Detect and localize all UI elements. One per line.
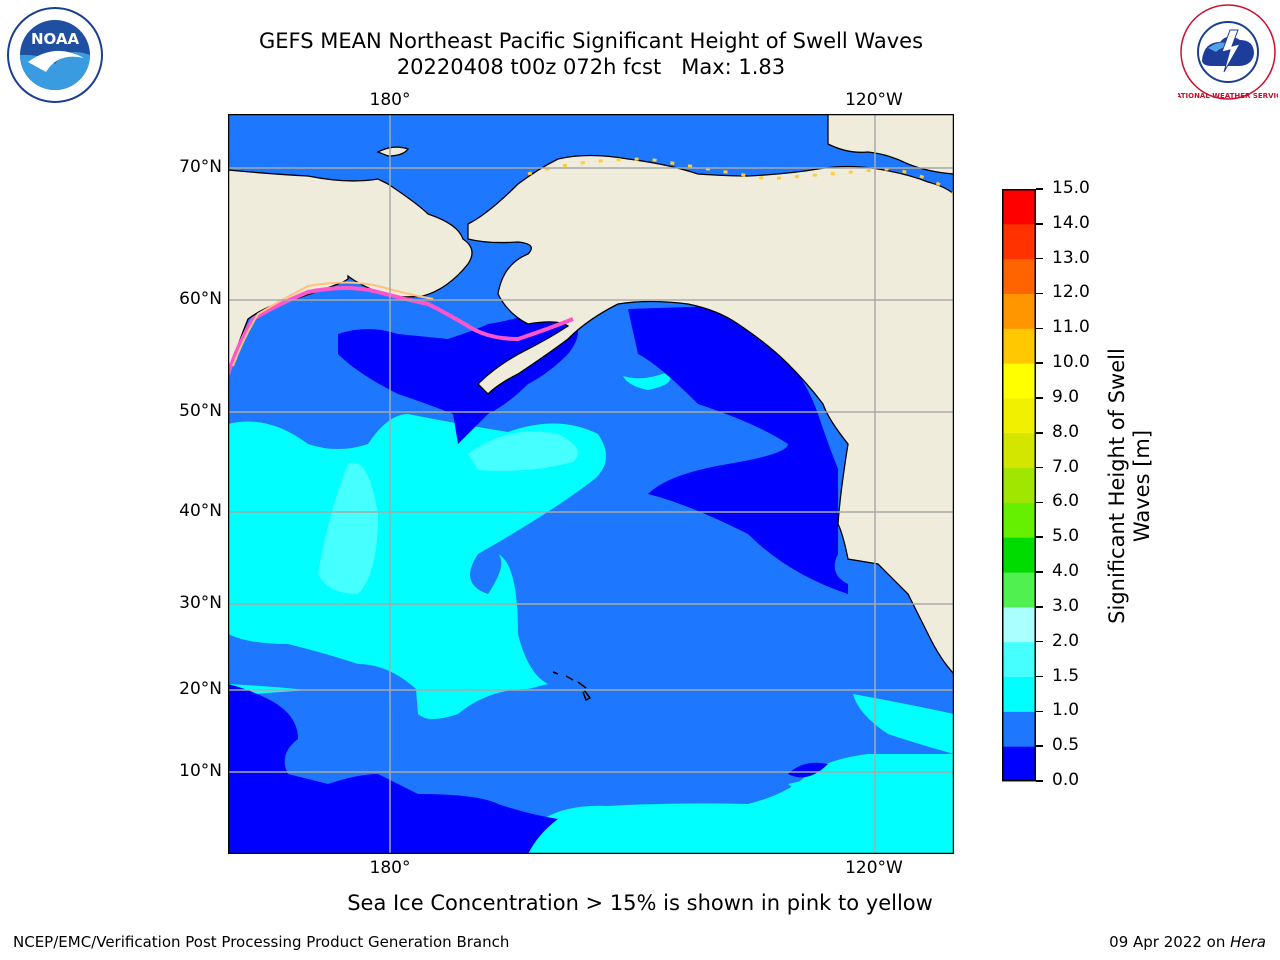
colorbar-tick-mark	[1036, 223, 1043, 225]
colorbar-tick-label: 9.0	[1052, 386, 1080, 407]
lat-label-40n: 40°N	[179, 501, 222, 521]
colorbar-tick-mark	[1036, 466, 1043, 469]
lon-label-bottom-180: 180°	[369, 858, 411, 878]
land-arctic-island	[376, 146, 410, 157]
colorbar-label-line2: Waves [m]	[1130, 429, 1154, 543]
sea-ice-edge	[228, 286, 574, 375]
colorbar-segment	[1002, 746, 1036, 782]
colorbar-tick-mark	[1036, 362, 1043, 364]
colorbar-label-line1: Significant Height of Swell	[1105, 348, 1129, 624]
colorbar-tick-label: 4.0	[1052, 561, 1080, 582]
colorbar-segment	[1002, 606, 1036, 643]
island-hawaii	[552, 671, 592, 702]
sea-ice-edge-outer	[232, 281, 434, 367]
swell-region-1.0-1.5	[853, 694, 954, 754]
colorbar-segment	[1002, 467, 1036, 503]
nws-logo: NATIONAL WEATHER SERVICE	[1178, 4, 1278, 100]
lat-label-50n: 50°N	[179, 401, 222, 421]
colorbar-segment	[1002, 502, 1036, 538]
colorbar-tick-label: 0.0	[1052, 770, 1080, 790]
colorbar-tick-mark	[1036, 536, 1043, 538]
colorbar-tick-label: 3.0	[1052, 595, 1080, 616]
colorbar-tick-mark	[1036, 188, 1043, 190]
colorbar-tick-label: 11.0	[1052, 317, 1090, 338]
colorbar-tick-label: 8.0	[1052, 421, 1080, 442]
colorbar-tick-mark	[1036, 710, 1043, 713]
colorbar-tick-mark	[1036, 397, 1043, 399]
colorbar-label: Significant Height of Swell Waves [m]	[1105, 286, 1155, 686]
swell-region-0.0-0.5	[788, 762, 828, 778]
colorbar-tick-mark	[1036, 745, 1043, 747]
colorbar-tick-label: 1.5	[1052, 665, 1080, 686]
colorbar-tick-label: 1.0	[1052, 700, 1080, 721]
footer-date: 09 Apr 2022 on	[1109, 933, 1231, 951]
colorbar-tick-label: 2.0	[1052, 630, 1080, 651]
swell-region-1.5-2.0	[468, 431, 578, 471]
colorbar-tick-mark	[1036, 501, 1043, 504]
lat-label-60n: 60°N	[179, 289, 222, 309]
nws-logo-text: NATIONAL WEATHER SERVICE	[1178, 92, 1278, 100]
colorbar-tick-mark	[1036, 606, 1043, 608]
footer-left: NCEP/EMC/Verification Post Processing Pr…	[13, 933, 510, 951]
chart-title: GEFS MEAN Northeast Pacific Significant …	[258, 29, 924, 53]
colorbar-segment	[1002, 223, 1036, 260]
colorbar-segment	[1002, 363, 1036, 399]
colorbar-segment	[1002, 572, 1036, 608]
chart-subtitle: 20220408 t00z 072h fcst Max: 1.83	[396, 55, 786, 79]
colorbar-tick-mark	[1036, 675, 1043, 678]
colorbar-tick-label: 15.0	[1052, 178, 1090, 198]
noaa-logo-text: NOAA	[31, 30, 80, 48]
colorbar-segment	[1002, 432, 1036, 469]
colorbar-segment	[1002, 397, 1036, 434]
colorbar	[1002, 189, 1036, 782]
noaa-logo: NOAA	[7, 7, 103, 103]
colorbar-tick-mark	[1036, 780, 1043, 782]
swell-region-1.5-2.0	[318, 462, 378, 594]
lon-label-top-180: 180°	[369, 90, 411, 110]
colorbar-segment	[1002, 258, 1036, 294]
lat-label-10n: 10°N	[179, 761, 222, 781]
colorbar-tick-mark	[1036, 432, 1043, 434]
sea-ice-note: Sea Ice Concentration > 15% is shown in …	[347, 891, 933, 915]
colorbar-segment	[1002, 641, 1036, 678]
colorbar-tick-label: 10.0	[1052, 352, 1090, 373]
colorbar-tick-mark	[1036, 292, 1043, 295]
lat-label-20n: 20°N	[179, 679, 222, 699]
lon-label-top-120w: 120°W	[845, 90, 903, 110]
colorbar-tick-label: 14.0	[1052, 212, 1090, 233]
colorbar-tick-mark	[1036, 257, 1043, 260]
colorbar-segment	[1002, 328, 1036, 364]
sea-ice-arctic-coast	[527, 157, 954, 196]
swell-region-0.0-0.5	[628, 306, 848, 594]
lat-label-70n: 70°N	[179, 157, 222, 177]
colorbar-tick-mark	[1036, 571, 1043, 573]
colorbar-segment	[1002, 189, 1036, 225]
land-alaska	[467, 154, 954, 675]
colorbar-segment	[1002, 537, 1036, 573]
graticule	[228, 114, 954, 854]
colorbar-tick-label: 13.0	[1052, 247, 1090, 268]
colorbar-tick-label: 7.0	[1052, 456, 1080, 477]
lat-label-30n: 30°N	[179, 593, 222, 613]
swell-region-0.0-0.5	[228, 684, 558, 854]
swell-region-0.0-0.5	[338, 309, 578, 444]
colorbar-tick-mark	[1036, 327, 1043, 330]
colorbar-segment	[1002, 293, 1036, 329]
colorbar-segment	[1002, 711, 1036, 747]
colorbar-segment	[1002, 676, 1036, 712]
footer-right: 09 Apr 2022 on Hera	[1109, 933, 1266, 951]
colorbar-tick-label: 12.0	[1052, 282, 1090, 303]
footer-machine: Hera	[1230, 933, 1266, 951]
land-canada-arctic	[827, 114, 954, 175]
colorbar-tick-label: 0.5	[1052, 735, 1080, 756]
swell-region-1.0-1.5	[228, 414, 606, 719]
colorbar-tick-label: 6.0	[1052, 491, 1080, 512]
swell-height-map	[228, 114, 954, 854]
swell-region-1.0-1.5	[623, 372, 671, 390]
map-frame	[228, 114, 954, 854]
swell-region-1.0-1.5	[788, 774, 954, 814]
colorbar-tick-label: 5.0	[1052, 526, 1080, 547]
lon-label-bottom-120w: 120°W	[845, 858, 903, 878]
colorbar-tick-mark	[1036, 640, 1043, 643]
